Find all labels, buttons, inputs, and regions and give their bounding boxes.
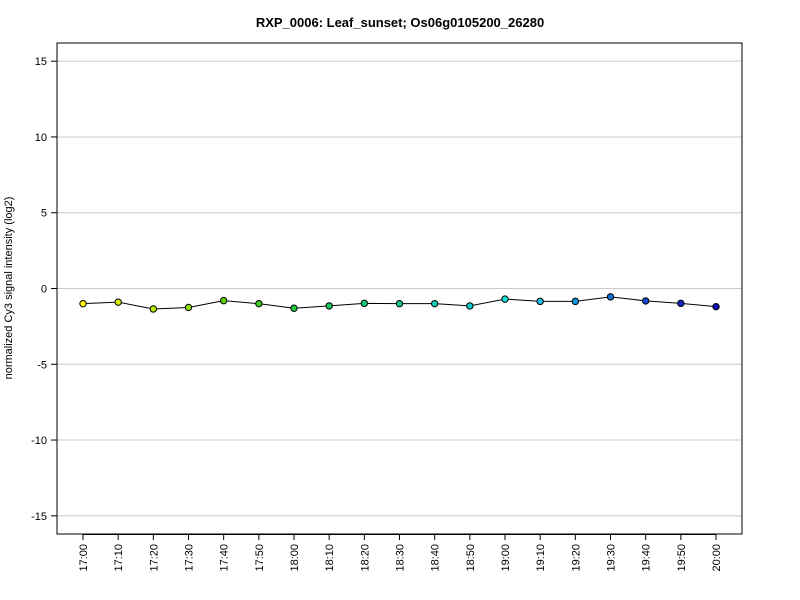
data-point <box>641 297 650 305</box>
y-tick-label: 0 <box>41 284 47 296</box>
data-series <box>79 293 720 313</box>
y-axis-label: normalized Cy3 signal intensity (log2) <box>3 197 15 380</box>
x-tick-label: 17:00 <box>78 544 90 572</box>
data-point <box>149 305 158 313</box>
x-tick-label: 18:40 <box>430 544 442 572</box>
data-point <box>360 299 369 308</box>
data-point <box>466 302 474 310</box>
data-point <box>184 303 193 312</box>
x-tick-label: 19:20 <box>570 544 582 572</box>
data-point <box>114 298 122 306</box>
y-tick-label: -5 <box>37 359 47 371</box>
x-tick-label: 19:30 <box>606 544 618 572</box>
x-tick-label: 17:50 <box>254 544 266 572</box>
data-point <box>395 299 404 308</box>
data-point <box>79 299 87 308</box>
data-point <box>325 302 333 310</box>
data-point <box>501 295 509 303</box>
y-axis: -15 -10 -5 0 5 10 15 <box>31 56 57 523</box>
x-tick-label: 17:20 <box>148 544 160 572</box>
x-tick-label: 18:20 <box>359 544 371 572</box>
x-tick-label: 19:40 <box>641 544 653 572</box>
y-tick-label: 5 <box>41 208 47 220</box>
y-tick-label: -15 <box>31 511 47 523</box>
data-point <box>290 304 298 312</box>
data-point <box>255 299 263 308</box>
data-point <box>606 293 615 301</box>
gridlines <box>57 60 742 517</box>
x-axis: 17:00 17:10 17:20 17:30 17:40 17:50 18:00 18:10… <box>78 534 723 572</box>
data-point <box>536 297 544 306</box>
chart-title: RXP_0006: Leaf_sunset; Os06g0105200_2628… <box>256 15 544 30</box>
x-tick-label: 19:00 <box>500 544 512 572</box>
data-point <box>430 299 439 308</box>
x-tick-label: 18:50 <box>465 544 477 572</box>
x-tick-label: 17:30 <box>184 544 196 572</box>
x-tick-label: 18:10 <box>324 544 336 572</box>
x-tick-label: 19:10 <box>535 544 547 572</box>
x-tick-label: 19:50 <box>676 544 688 572</box>
x-tick-label: 18:30 <box>395 544 407 572</box>
data-point <box>571 297 580 306</box>
x-tick-label: 17:40 <box>219 544 231 572</box>
data-point <box>677 299 685 308</box>
y-tick-label: 10 <box>35 132 47 144</box>
y-tick-label: 15 <box>35 56 47 68</box>
x-tick-label: 18:00 <box>289 544 301 572</box>
data-point <box>712 302 720 311</box>
data-point <box>219 296 228 305</box>
y-tick-label: -10 <box>31 435 47 447</box>
x-tick-label: 20:00 <box>711 544 723 572</box>
x-tick-label: 17:10 <box>113 544 125 572</box>
